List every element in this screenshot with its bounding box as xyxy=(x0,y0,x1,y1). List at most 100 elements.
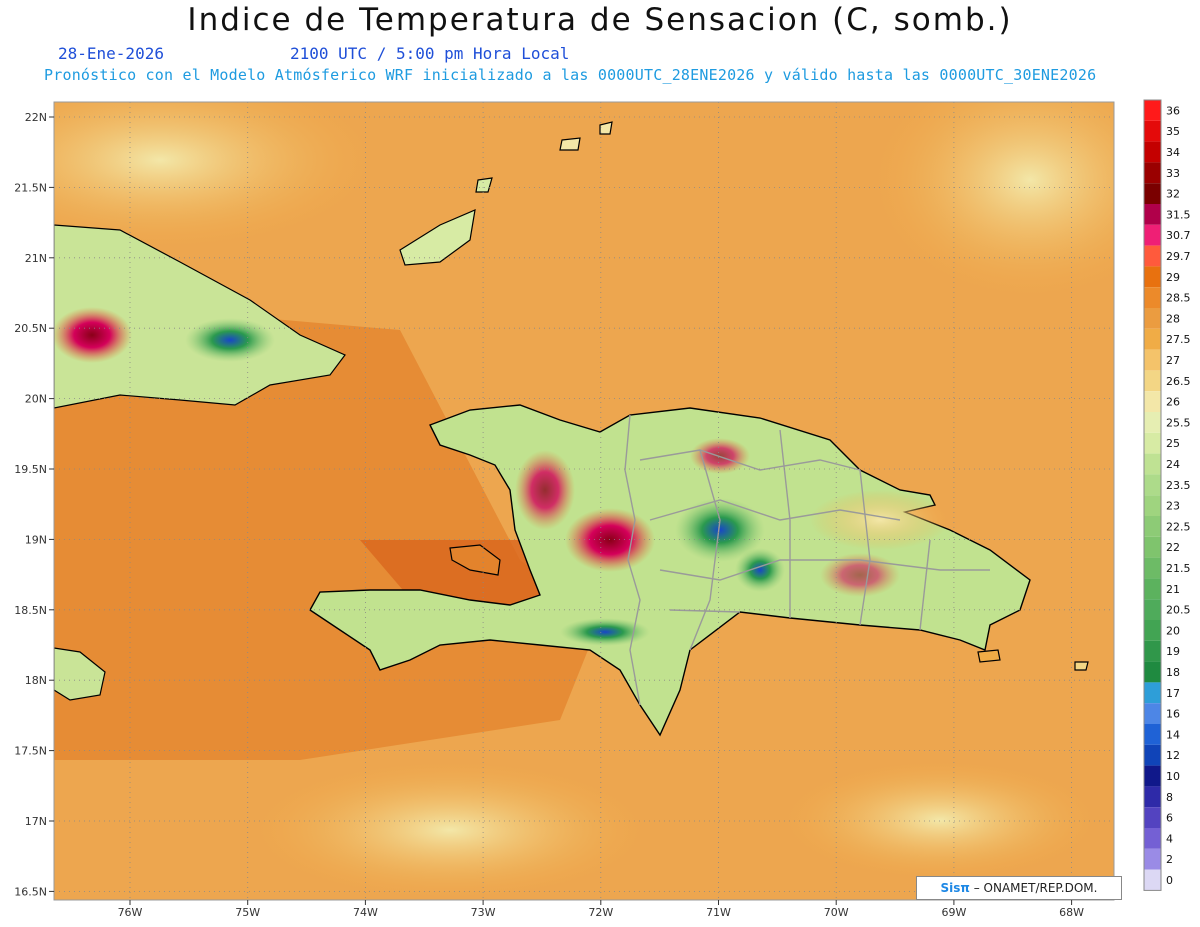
legend-label: 29 xyxy=(1166,271,1180,284)
legend-label: 23.5 xyxy=(1166,479,1191,492)
legend-swatch xyxy=(1144,495,1161,516)
legend-label: 27 xyxy=(1166,354,1180,367)
caicos-islet xyxy=(599,121,613,135)
lat-tick-label: 19N xyxy=(25,533,47,546)
gonave-island xyxy=(449,544,501,576)
legend-label: 26 xyxy=(1166,396,1180,409)
legend-swatch xyxy=(1144,162,1161,184)
lat-tick-label: 21N xyxy=(25,252,47,265)
legend-label: 24 xyxy=(1166,458,1180,471)
legend-swatch xyxy=(1144,828,1161,849)
lon-tick-label: 72W xyxy=(588,906,613,919)
legend-label: 28.5 xyxy=(1166,292,1191,305)
legend-label: 10 xyxy=(1166,770,1180,783)
east-pale-region xyxy=(810,490,950,550)
legend-swatch xyxy=(1144,869,1161,891)
cordillera-central-cool-spot xyxy=(675,498,765,562)
legend-label: 30.7 xyxy=(1166,229,1191,242)
legend-swatch xyxy=(1144,328,1161,350)
legend-label: 25.5 xyxy=(1166,416,1191,429)
credit-box: Sisπ – ONAMET/REP.DOM. xyxy=(916,876,1122,900)
legend-swatch xyxy=(1144,516,1161,537)
legend-label: 32 xyxy=(1166,188,1180,201)
lat-tick-label: 22N xyxy=(25,111,47,124)
mona-island xyxy=(1074,661,1089,671)
legend-label: 20.5 xyxy=(1166,604,1191,617)
legend-swatch xyxy=(1144,536,1161,558)
map-title: Indice de Temperatura de Sensacion (C, s… xyxy=(187,2,1013,38)
lon-tick-label: 76W xyxy=(118,906,143,919)
legend-swatch xyxy=(1144,349,1161,371)
legend-swatch xyxy=(1144,183,1161,204)
lon-tick-label: 75W xyxy=(235,906,260,919)
lat-tick-label: 20N xyxy=(25,393,47,406)
legend-swatch xyxy=(1144,474,1161,496)
cordillera-cool-spot-2 xyxy=(735,548,785,592)
legend-label: 21.5 xyxy=(1166,562,1191,575)
legend-swatch xyxy=(1144,703,1161,724)
pale-northeast-region xyxy=(870,102,1114,300)
legend-swatch xyxy=(1144,807,1161,828)
legend-label: 2 xyxy=(1166,853,1173,866)
lat-tick-label: 19.5N xyxy=(14,463,47,476)
legend-label: 18 xyxy=(1166,666,1180,679)
legend-swatch xyxy=(1144,661,1161,683)
legend-swatch xyxy=(1144,412,1161,433)
lat-lon-grid xyxy=(54,102,1114,900)
latitude-axis: 22N 21.5N 21N 20.5N 20N 19.5N 19N 18.5N 18N 17.5N… xyxy=(14,111,54,898)
legend-swatch xyxy=(1144,308,1161,329)
legend-label: 17 xyxy=(1166,687,1180,700)
legend-swatch xyxy=(1144,287,1161,308)
hispaniola-landmass xyxy=(309,404,1031,737)
legend-swatch xyxy=(1144,848,1161,870)
legend-label: 33 xyxy=(1166,167,1180,180)
credit-text: – ONAMET/REP.DOM. xyxy=(969,881,1098,895)
legend-swatch xyxy=(1144,724,1161,745)
cuba-hot-spot xyxy=(54,307,132,363)
bahamas-islet xyxy=(475,177,493,193)
legend-swatch xyxy=(1144,557,1161,579)
lon-tick-label: 73W xyxy=(471,906,496,919)
legend-swatch xyxy=(1144,100,1161,121)
cuba-cool-spot xyxy=(185,318,275,362)
lat-tick-label: 20.5N xyxy=(14,322,47,335)
lat-tick-label: 17N xyxy=(25,815,47,828)
legend-swatch xyxy=(1144,245,1161,267)
lat-tick-label: 21.5N xyxy=(14,181,47,194)
lat-tick-label: 16.5N xyxy=(14,885,47,898)
legend-label: 19 xyxy=(1166,645,1180,658)
forecast-time: 2100 UTC / 5:00 pm Hora Local xyxy=(290,44,570,63)
map-border xyxy=(53,101,1115,901)
legend-swatch xyxy=(1144,391,1161,412)
cuba-landmass xyxy=(54,224,346,409)
jamaica-landmass xyxy=(54,647,106,701)
pale-north-region xyxy=(54,102,380,250)
legend-label: 21 xyxy=(1166,583,1180,596)
legend-label: 26.5 xyxy=(1166,375,1191,388)
warm-sea-region xyxy=(54,300,600,760)
lon-tick-label: 68W xyxy=(1059,906,1084,919)
legend-label: 29.7 xyxy=(1166,250,1191,263)
forecast-date: 28-Ene-2026 xyxy=(58,44,164,63)
sierra-cool-spot xyxy=(560,618,650,646)
legend-label: 22.5 xyxy=(1166,520,1191,533)
lon-tick-label: 74W xyxy=(353,906,378,919)
legend-swatch xyxy=(1144,141,1161,163)
lat-tick-label: 18.5N xyxy=(14,604,47,617)
legend-label: 28 xyxy=(1166,312,1180,325)
lon-tick-label: 71W xyxy=(706,906,731,919)
legend-swatch xyxy=(1144,266,1161,288)
legend-swatch xyxy=(1144,432,1161,454)
lon-tick-label: 69W xyxy=(941,906,966,919)
saona-island xyxy=(977,649,1001,663)
legend-swatch xyxy=(1144,453,1161,475)
legend-label: 34 xyxy=(1166,146,1180,159)
pale-southeast-region xyxy=(780,760,1100,880)
legend-label: 0 xyxy=(1166,874,1173,887)
lat-tick-label: 17.5N xyxy=(14,745,47,758)
east-hot-spot xyxy=(820,553,900,597)
legend-swatch xyxy=(1144,120,1161,142)
legend-swatch xyxy=(1144,786,1161,808)
legend-swatch xyxy=(1144,765,1161,787)
